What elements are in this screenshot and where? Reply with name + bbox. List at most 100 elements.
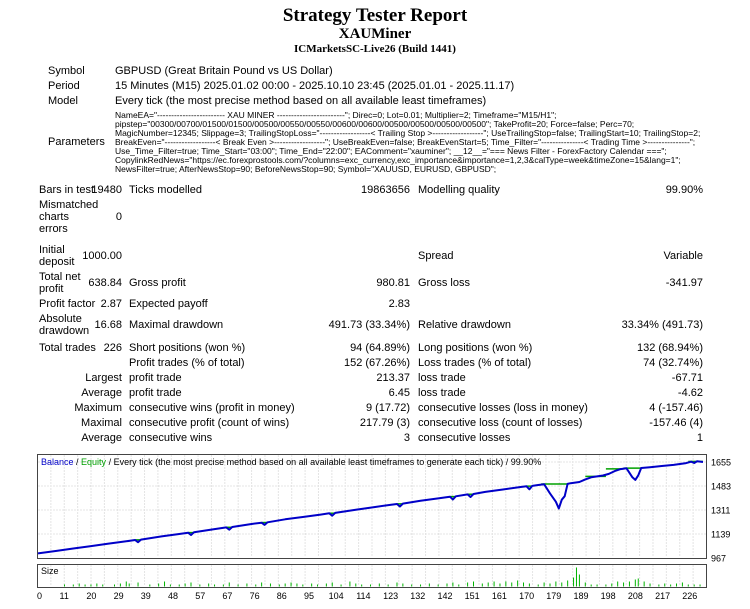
x-tick-label: 189 (573, 591, 588, 601)
stats-cell: loss trade (418, 386, 466, 399)
stats-cell: consecutive profit (count of wins) (129, 416, 290, 429)
stats-cell: Profit trades (% of total) (129, 356, 245, 369)
x-tick-label: 226 (682, 591, 697, 601)
stats-section-trades: Total trades 226 Short positions (won %) 94… (38, 340, 750, 445)
stats-cell: profit trade (129, 386, 182, 399)
stats-cell: 19480 (91, 183, 122, 196)
x-tick-label: 208 (628, 591, 643, 601)
x-tick-label: 104 (329, 591, 344, 601)
page-title: Strategy Tester Report (282, 5, 468, 26)
stats-cell: 6.45 (388, 386, 410, 399)
stats-cell: Initial deposit (39, 243, 75, 268)
meta-label: Model (48, 95, 78, 107)
stats-cell: consecutive wins (129, 431, 213, 444)
stats-cell: Average (81, 386, 122, 399)
y-tick-label: 1311 (711, 506, 730, 516)
stats-cell (122, 215, 294, 218)
y-tick-label: 1655 (711, 458, 731, 468)
stats-cell: 19863656 (361, 183, 410, 196)
stats-cell: Long positions (won %) (418, 341, 533, 354)
stats-cell: Modelling quality (418, 183, 500, 196)
stats-cell: -4.62 (677, 386, 703, 399)
x-tick-label: 57 (195, 591, 205, 601)
stats-cell: 638.84 (88, 276, 122, 289)
stats-cell: 0 (115, 210, 122, 223)
stats-cell: -157.46 (4) (649, 416, 703, 429)
stats-cell: 16.68 (94, 318, 122, 331)
stats-cell: Absolute drawdown (39, 312, 90, 337)
stats-row: Average consecutive wins 3 consecutive loss… (38, 430, 750, 445)
stats-cell: Spread (418, 249, 454, 262)
meta-table: Symbol GBPUSD (Great Britain Pound vs US … (48, 64, 750, 176)
x-tick-label: 123 (383, 591, 398, 601)
stats-row: Profit trades (% of total) 152 (67.26%) Lo… (38, 355, 750, 370)
stats-row: Profit factor 2.87 Expected payoff 2.83 (38, 296, 750, 311)
stats-cell: Maximum (74, 401, 122, 414)
x-tick-label: 161 (492, 591, 507, 601)
stats-cell: Average (81, 431, 122, 444)
stats-cell: Total trades (39, 341, 96, 354)
meta-value: 15 Minutes (M15) 2025.01.02 00:00 - 2025… (115, 80, 515, 92)
stats-cell: profit trade (129, 371, 182, 384)
stats-cell: consecutive wins (profit in money) (129, 401, 295, 414)
stats-cell: 2.83 (388, 297, 410, 310)
stats-row: Mismatched charts errors 0 (38, 197, 750, 236)
stats-cell: 74 (32.74%) (643, 356, 703, 369)
stats-row: Maximum consecutive wins (profit in money… (38, 400, 750, 415)
stats-cell (410, 302, 590, 305)
meta-value: GBPUSD (Great Britain Pound vs US Dollar… (115, 65, 333, 77)
stats-cell: 3 (403, 431, 410, 444)
x-tick-label: 11 (60, 591, 69, 601)
stats-cell: Maximal drawdown (129, 318, 224, 331)
plot-border (37, 454, 707, 559)
stats-cell: Gross profit (129, 276, 186, 289)
server-build: ICMarketsSC-Live26 (Build 1441) (294, 43, 456, 55)
meta-row: Symbol GBPUSD (Great Britain Pound vs US … (48, 64, 750, 79)
stats-cell: Bars in test (39, 183, 95, 196)
stats-cell: 1 (696, 431, 703, 444)
stats-cell: Ticks modelled (129, 183, 202, 196)
stats-cell: Relative drawdown (418, 318, 511, 331)
meta-row: Parameters NameEA="----------------------… (48, 109, 750, 176)
stats-cell: Profit factor (39, 297, 96, 310)
stats-cell: 33.34% (491.73) (621, 318, 703, 331)
meta-value: NameEA="------------------------ XAU MIN… (115, 110, 701, 174)
stats-cell: loss trade (418, 371, 466, 384)
stats-cell: 213.37 (376, 371, 410, 384)
stats-row: Total trades 226 Short positions (won %) 94… (38, 340, 750, 355)
x-tick-label: 0 (37, 591, 42, 601)
stats-row: Total net profit 638.84 Gross profit 980.81… (38, 269, 750, 296)
x-tick-label: 76 (250, 591, 260, 601)
stats-cell: Loss trades (% of total) (418, 356, 532, 369)
stats-cell: -341.97 (665, 276, 703, 289)
x-tick-label: 29 (114, 591, 124, 601)
stats-cell: 152 (67.26%) (343, 356, 410, 369)
stats-cell: Variable (663, 249, 703, 262)
stats-cell: Short positions (won %) (129, 341, 246, 354)
stats-cell: Maximal (81, 416, 122, 429)
stats-cell: consecutive losses (loss in money) (418, 401, 588, 414)
stats-cell: 2.87 (100, 297, 122, 310)
meta-row: Model Every tick (the most precise method… (48, 94, 750, 109)
x-tick-label: 142 (437, 591, 452, 601)
x-tick-label: 114 (356, 591, 370, 601)
stats-cell: 9 (17.72) (365, 401, 410, 414)
ea-name: XAUMiner (338, 26, 412, 42)
x-tick-label: 217 (655, 591, 670, 601)
meta-value: Every tick (the most precise method base… (115, 95, 487, 107)
stats-cell: 4 (-157.46) (649, 401, 703, 414)
stats-cell (38, 361, 100, 364)
x-tick-label: 151 (465, 591, 480, 601)
meta-label: Symbol (48, 65, 85, 77)
stats-cell: 132 (68.94%) (636, 341, 703, 354)
stats-cell: Expected payoff (129, 297, 208, 310)
stats-cell: Total net profit (39, 270, 81, 295)
stats-cell: consecutive loss (count of losses) (418, 416, 583, 429)
x-tick-label: 95 (304, 591, 314, 601)
meta-label: Period (48, 80, 80, 92)
stats-cell: 94 (64.89%) (350, 341, 410, 354)
y-tick-label: 967 (711, 554, 726, 564)
stats-cell: 491.73 (33.34%) (328, 318, 410, 331)
stats-cell: 1000.00 (82, 249, 122, 262)
y-tick-label: 1139 (711, 530, 730, 540)
